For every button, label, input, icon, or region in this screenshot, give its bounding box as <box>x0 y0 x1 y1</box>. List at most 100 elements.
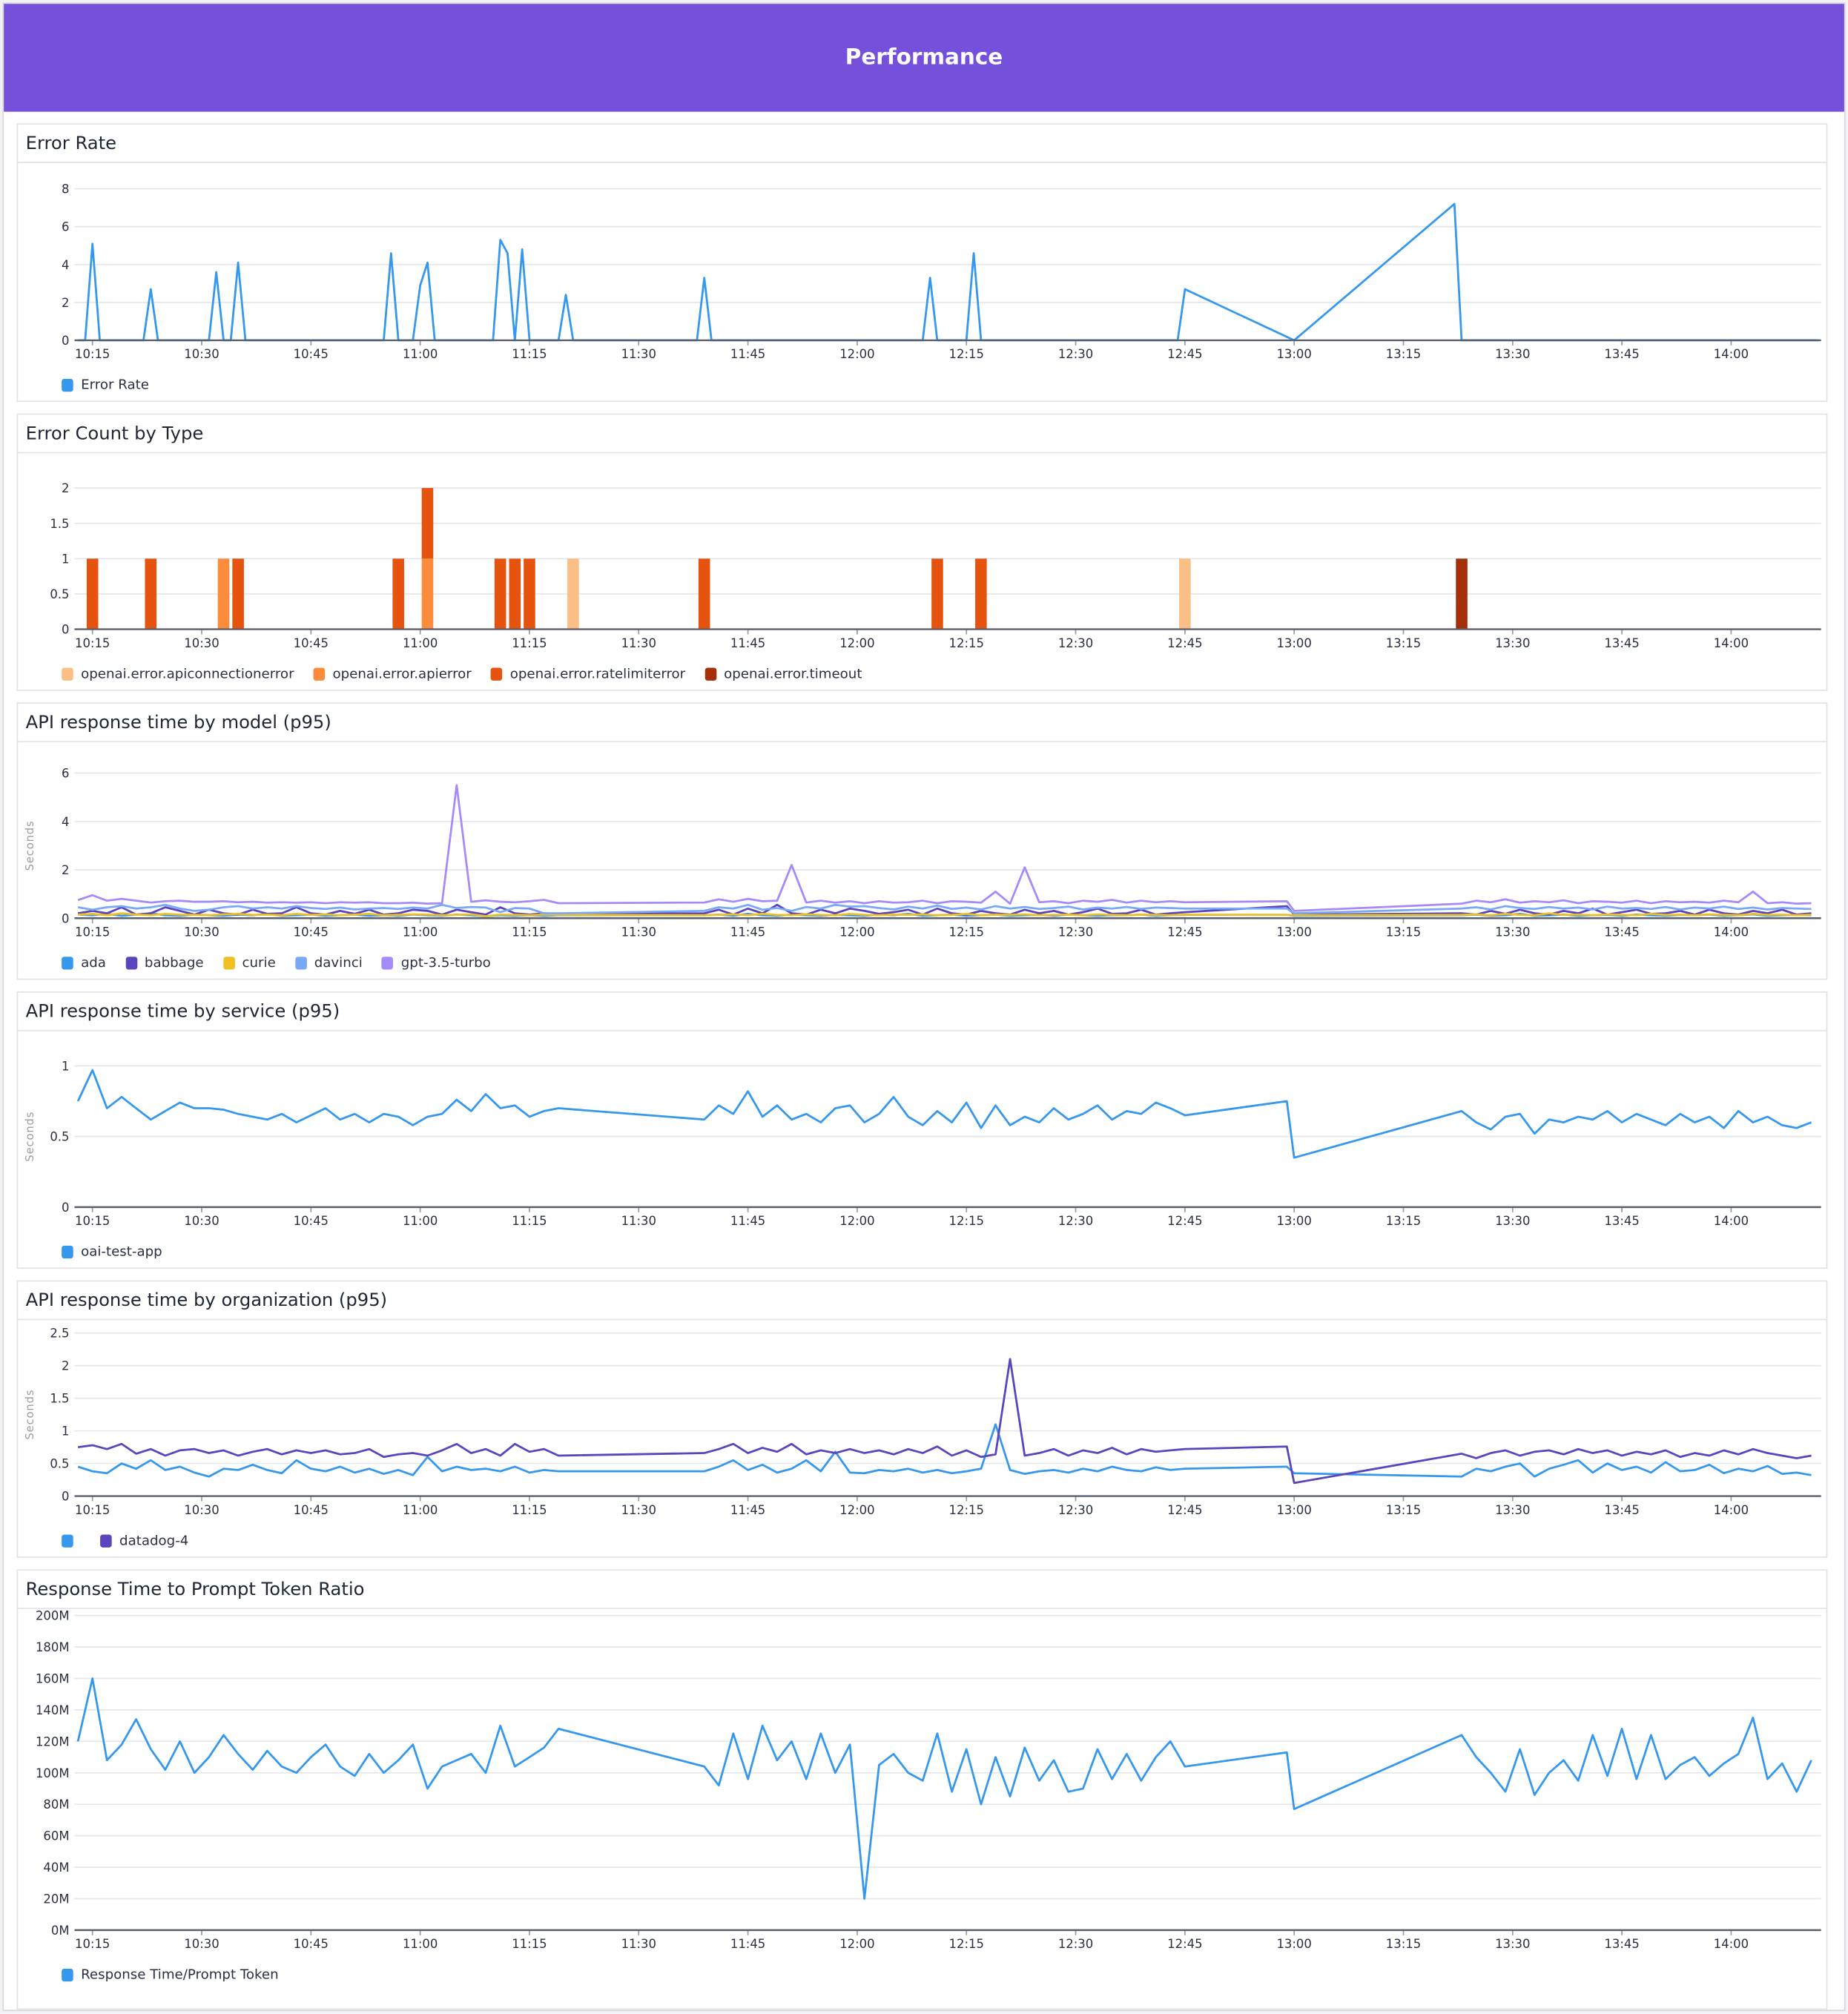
x-tick-label: 12:15 <box>949 1214 984 1228</box>
x-tick-label: 13:30 <box>1495 347 1530 361</box>
x-tick-label: 11:30 <box>621 1937 656 1951</box>
error-rate-panel: Error Rate 0 2 4 6 8 10:15 10:30 10:45 11:00 11:1… <box>16 123 1828 403</box>
legend-item[interactable]: davinci <box>294 955 363 971</box>
legend-item[interactable]: openai.error.timeout <box>704 667 862 682</box>
bar-timeout[interactable] <box>1456 558 1468 630</box>
bar-ratelimiterror[interactable] <box>931 558 943 630</box>
series-line-Response Time/Prompt Token[interactable] <box>76 1677 1812 1900</box>
y-tick-label: 0.5 <box>50 1457 69 1471</box>
x-tick-label: 12:45 <box>1167 1503 1202 1517</box>
legend: Response Time/Prompt Token <box>62 1967 279 1983</box>
x-tick-label: 12:30 <box>1058 925 1093 939</box>
x-tick-label: 13:45 <box>1604 1937 1639 1951</box>
legend-item[interactable]: gpt-3.5-turbo <box>381 955 491 971</box>
x-tick-label: 13:00 <box>1276 1214 1311 1228</box>
y-tick-label: 40M <box>43 1861 69 1875</box>
bar-apierror[interactable] <box>421 558 434 630</box>
legend-swatch <box>62 1968 73 1982</box>
x-tick-label: 10:15 <box>75 347 110 361</box>
bar-apiconnectionerror[interactable] <box>1179 558 1191 630</box>
y-tick-label: 100M <box>36 1766 70 1780</box>
legend: ada babbage curie davinci gpt-3.5-turbo <box>62 955 491 971</box>
legend-item[interactable]: ada <box>62 955 106 971</box>
series-line-Error Rate[interactable] <box>78 202 1819 342</box>
legend: oai-test-app <box>62 1244 162 1260</box>
legend-label: gpt-3.5-turbo <box>400 955 491 971</box>
x-tick-label: 11:45 <box>730 1503 765 1517</box>
bar-ratelimiterror[interactable] <box>421 488 434 559</box>
x-tick-label: 12:45 <box>1167 925 1202 939</box>
legend-item[interactable]: openai.error.ratelimiterror <box>490 666 686 682</box>
x-tick-label: 11:00 <box>403 925 438 939</box>
error-count-panel: Error Count by Type 0 0.5 1 1.5 2 10:15 10:30 1… <box>16 413 1828 691</box>
legend-item[interactable]: oai-test-app <box>62 1244 162 1260</box>
y-tick-label: 2 <box>62 1359 69 1373</box>
bar-ratelimiterror[interactable] <box>509 558 521 630</box>
panel-header: API response time by model (p95) <box>18 704 1826 742</box>
panel-title: Response Time to Prompt Token Ratio <box>25 1579 365 1599</box>
legend-swatch <box>294 957 307 970</box>
legend-label: openai.error.ratelimiterror <box>509 666 686 682</box>
bar-ratelimiterror[interactable] <box>494 558 506 630</box>
chart-svg: 0 0.5 1 1.5 2 10:15 10:30 10:45 11:00 11:15 11:30 1… <box>50 481 1821 650</box>
x-tick-label: 11:45 <box>730 1937 765 1951</box>
x-tick-label: 14:00 <box>1714 636 1749 650</box>
y-tick-label: 2.5 <box>50 1327 69 1341</box>
bar-ratelimiterror[interactable] <box>145 558 157 630</box>
series-line-series-0[interactable] <box>77 1423 1812 1478</box>
legend-item[interactable] <box>62 1534 81 1548</box>
y-tick-label: 80M <box>43 1797 69 1812</box>
y-tick-label: 1 <box>62 1424 69 1439</box>
bar-ratelimiterror[interactable] <box>975 558 987 630</box>
y-tick-label: 1 <box>62 552 69 566</box>
series-line-datadog-4[interactable] <box>77 1358 1812 1485</box>
bar-ratelimiterror[interactable] <box>392 558 404 630</box>
legend-item[interactable]: openai.error.apierror <box>313 667 472 682</box>
x-tick-label: 11:15 <box>512 925 547 939</box>
panel-title: API response time by model (p95) <box>25 712 331 733</box>
bar-apiconnectionerror[interactable] <box>567 558 579 630</box>
bar-ratelimiterror[interactable] <box>698 558 710 630</box>
legend-label: davinci <box>314 955 363 971</box>
legend-item[interactable]: babbage <box>125 955 204 971</box>
x-tick-label: 12:15 <box>949 925 984 939</box>
bar-apierror[interactable] <box>217 558 230 630</box>
legend-item[interactable]: Error Rate <box>62 377 149 393</box>
x-tick-label: 12:00 <box>839 347 874 361</box>
x-tick-label: 12:45 <box>1167 347 1202 361</box>
x-tick-label: 12:30 <box>1058 1937 1093 1951</box>
chart-svg: 0M 20M 40M 60M 80M 100M 120M 140M 160M 180M 200M 10… <box>36 1609 1821 1951</box>
legend-swatch <box>313 667 326 681</box>
series-line-gpt-3.5-turbo[interactable] <box>77 784 1812 912</box>
legend-item[interactable]: curie <box>222 955 276 971</box>
legend-item[interactable]: openai.error.apiconnectionerror <box>62 667 294 682</box>
series-line-babbage[interactable] <box>77 903 1812 916</box>
series-line-davinci[interactable] <box>77 903 1812 915</box>
x-tick-label: 13:15 <box>1386 1937 1421 1951</box>
y-tick-label: 180M <box>36 1640 70 1654</box>
panel-header: Error Rate <box>18 125 1826 163</box>
bar-ratelimiterror[interactable] <box>232 558 244 630</box>
legend-swatch <box>62 1245 73 1259</box>
legend-item[interactable]: Response Time/Prompt Token <box>62 1967 279 1983</box>
x-tick-label: 13:45 <box>1604 347 1639 361</box>
bar-ratelimiterror[interactable] <box>524 558 535 630</box>
legend: Error Rate <box>62 377 149 393</box>
x-tick-label: 11:45 <box>730 925 765 939</box>
y-tick-label: 8 <box>62 182 69 197</box>
x-tick-label: 10:15 <box>75 1214 110 1228</box>
x-tick-label: 10:15 <box>75 1937 110 1951</box>
series-line-oai-test-app[interactable] <box>76 1069 1812 1159</box>
y-axis-label: Seconds <box>24 1390 36 1440</box>
bar-ratelimiterror[interactable] <box>86 558 99 630</box>
x-tick-label: 11:15 <box>512 1214 547 1228</box>
y-tick-label: 0 <box>62 1201 69 1215</box>
chart-svg: 0 2 4 6 Seconds 10:15 10:30 10:45 11:00 11:15 11:3… <box>24 767 1821 939</box>
series-line-curie[interactable] <box>78 912 1812 918</box>
response-time-org-panel: API response time by organization (p95) … <box>16 1280 1828 1558</box>
x-tick-label: 10:45 <box>294 1503 329 1517</box>
legend-item[interactable]: datadog-4 <box>100 1533 188 1549</box>
token-ratio-panel: Response Time to Prompt Token Ratio 0M 20… <box>16 1569 1828 2010</box>
panel-header: Response Time to Prompt Token Ratio <box>18 1571 1826 1609</box>
y-tick-label: 200M <box>36 1609 70 1623</box>
